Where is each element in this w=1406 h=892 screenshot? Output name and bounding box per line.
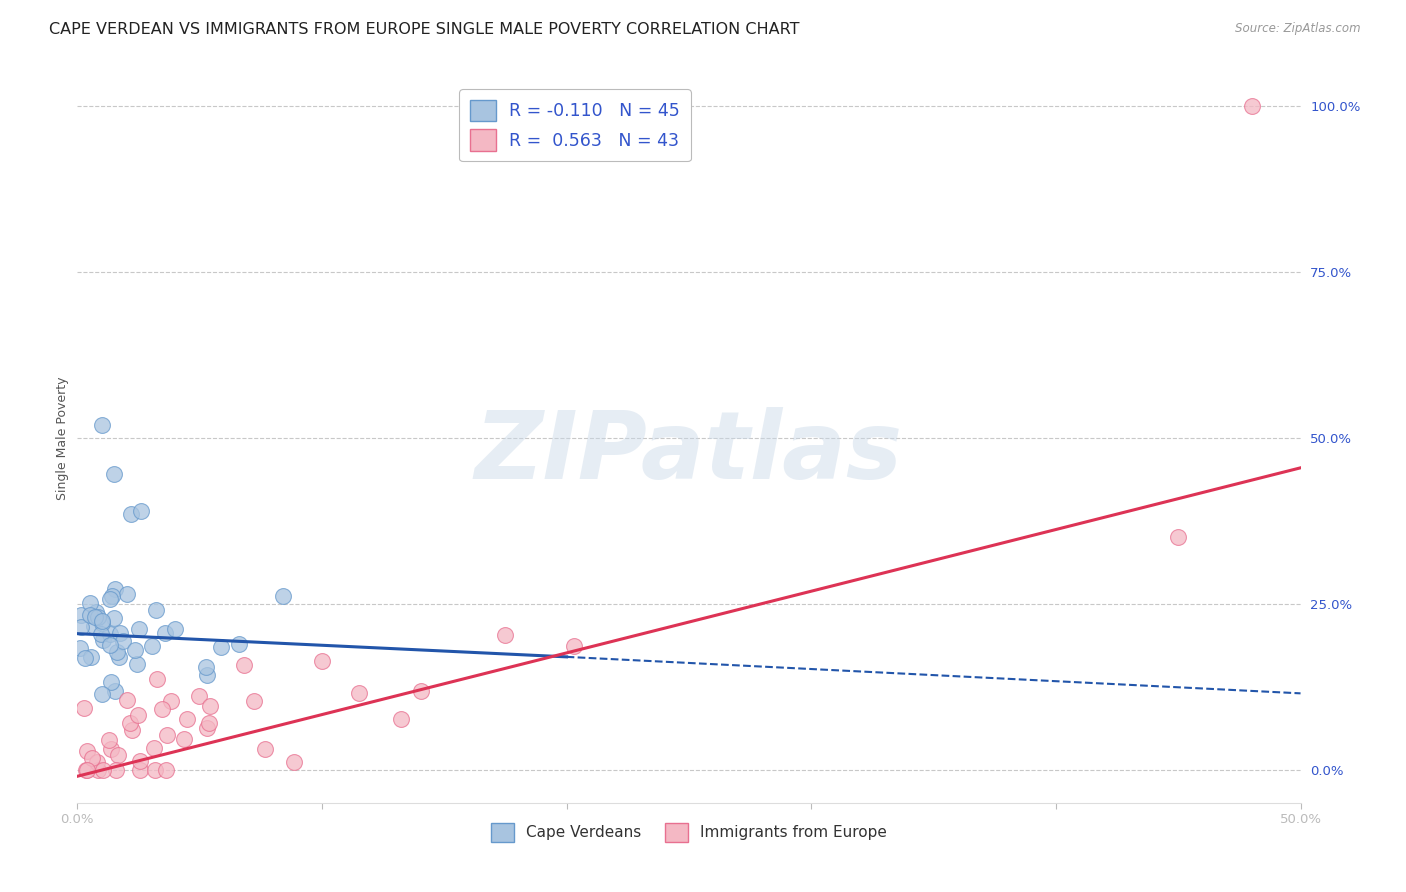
Point [228,637,250,651]
Point [233,658,256,673]
Point [253,742,276,756]
Point [195,659,218,673]
Point [79,608,101,623]
Point [69,641,91,656]
Point [121,723,143,737]
Point [70,607,93,622]
Point [93,763,115,777]
Point [91,614,114,628]
Point [143,740,166,755]
Point [311,654,333,668]
Point [107,747,129,762]
Point [153,626,176,640]
Point [143,763,166,777]
Point [73,650,96,665]
Point [125,657,148,671]
Point [76,744,98,758]
Point [100,741,122,756]
Point [115,693,138,707]
Point [124,643,146,657]
Point [104,582,127,597]
Point [176,712,198,726]
Point [209,640,232,654]
Point [108,649,131,664]
Point [141,639,163,653]
Point [145,603,167,617]
Point [80,650,103,665]
Point [188,689,211,703]
Text: ZIPatlas: ZIPatlas [475,407,903,499]
Point [84,606,107,620]
Point [146,672,169,686]
Point [118,715,141,730]
Point [494,627,516,641]
Point [83,609,105,624]
Point [91,687,114,701]
Point [128,755,150,769]
Point [1167,531,1189,545]
Point [411,683,433,698]
Point [86,610,108,624]
Point [173,731,195,746]
Point [108,626,131,640]
Point [75,763,97,777]
Point [86,755,108,769]
Point [195,668,218,682]
Point [79,595,101,609]
Point [165,622,187,636]
Point [90,417,112,432]
Point [1240,99,1263,113]
Point [283,755,305,769]
Legend: Cape Verdeans, Immigrants from Europe: Cape Verdeans, Immigrants from Europe [485,817,893,847]
Point [198,715,221,730]
Point [86,763,108,777]
Point [100,638,122,652]
Point [98,591,121,606]
Point [155,763,177,777]
Point [91,632,114,647]
Y-axis label: Single Male Poverty: Single Male Poverty [56,376,69,500]
Text: Source: ZipAtlas.com: Source: ZipAtlas.com [1236,22,1361,36]
Point [271,589,294,603]
Point [103,610,125,624]
Point [104,763,127,777]
Point [76,763,98,777]
Point [105,645,128,659]
Point [150,702,173,716]
Point [128,763,150,777]
Point [70,620,93,634]
Point [120,508,142,522]
Point [389,712,412,726]
Point [100,675,122,690]
Point [80,750,103,764]
Point [90,627,112,641]
Point [98,627,121,641]
Point [83,619,105,633]
Point [73,701,96,715]
Point [198,698,221,713]
Point [90,616,112,631]
Point [115,587,138,601]
Point [129,504,152,518]
Point [97,733,120,747]
Point [562,639,585,653]
Point [128,623,150,637]
Point [242,694,264,708]
Point [101,590,124,604]
Point [155,728,177,742]
Point [195,721,218,735]
Point [347,686,370,700]
Point [112,634,135,648]
Point [104,684,127,698]
Point [103,467,125,482]
Text: CAPE VERDEAN VS IMMIGRANTS FROM EUROPE SINGLE MALE POVERTY CORRELATION CHART: CAPE VERDEAN VS IMMIGRANTS FROM EUROPE S… [49,22,800,37]
Point [159,694,181,708]
Point [127,708,149,723]
